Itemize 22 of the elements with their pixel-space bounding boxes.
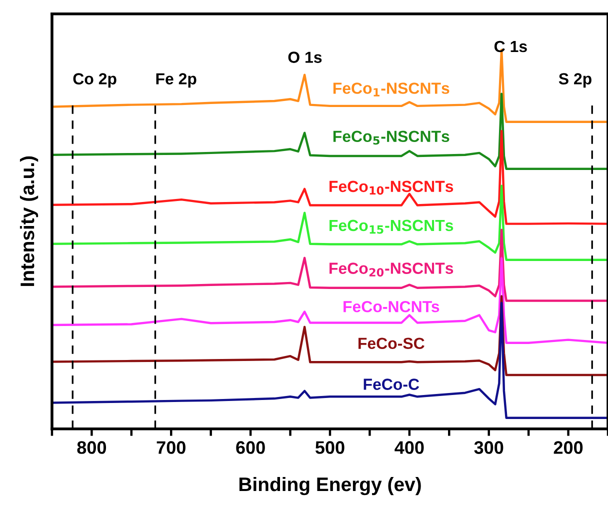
series-label: FeCo-NCNTs [344,300,440,312]
series-label: FeCo-SC [358,338,424,350]
series-label: FeCo$_{5}$-NSCNTs [333,130,450,145]
x-tick-label: 500 [315,441,344,454]
ref-line-label: S 2p [558,73,592,88]
series-label: FeCo$_{20}$-NSCNTs [330,262,454,277]
ref-line-label: Fe 2p [156,73,196,88]
x-tick-label: 300 [474,441,504,454]
x-axis-title: Binding Energy (ev) [239,476,421,496]
x-tick-label: 800 [77,441,106,454]
x-tick-label: 200 [554,441,583,454]
series-label: FeCo$_{1}$-NSCNTs [333,82,450,96]
series-label: FeCo-C [364,378,420,390]
series-label: FeCo$_{10}$-NSCNTs [330,180,454,195]
y-axis-title: Intensity (a.u.) [20,156,38,286]
x-tick-label: 700 [156,441,186,454]
x-tick-label: 400 [394,441,424,454]
series-label: FeCo$_{15}$-NSCNTs [330,220,454,234]
x-tick-label: 600 [236,441,265,454]
annotation: C 1s [494,40,527,52]
annotation: O 1s [288,52,322,63]
ref-line-label: Co 2p [73,73,116,88]
